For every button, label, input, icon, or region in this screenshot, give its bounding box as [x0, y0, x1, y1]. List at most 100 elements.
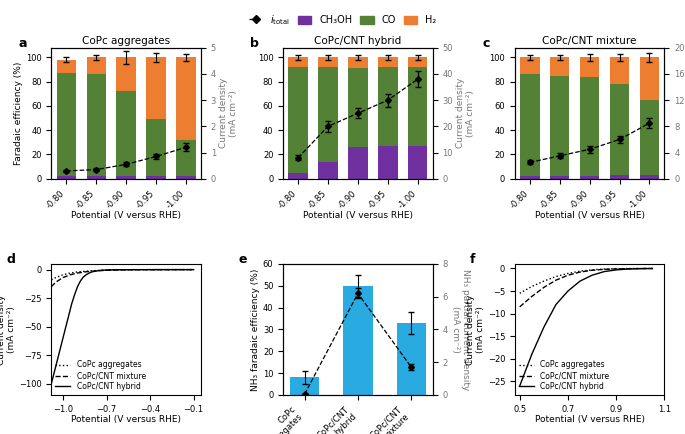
Title: CoPc aggregates: CoPc aggregates	[82, 36, 170, 46]
Bar	[550, 76, 569, 176]
CoPc aggregates	[624, 266, 632, 271]
CoPc/CNT mixture	[160, 267, 169, 272]
CoPc/CNT mixture	[88, 269, 96, 274]
Bar	[319, 162, 338, 179]
CoPc/CNT hybrid	[636, 266, 645, 271]
CoPc/CNT hybrid	[103, 267, 111, 273]
Bar	[319, 57, 338, 67]
CoPc/CNT mixture	[59, 275, 67, 280]
CoPc/CNT mixture	[540, 285, 548, 290]
CoPc/CNT hybrid	[624, 266, 632, 272]
Bar	[520, 57, 540, 74]
Y-axis label: Faradaic efficiency (%): Faradaic efficiency (%)	[14, 62, 23, 165]
CoPc aggregates	[648, 266, 656, 271]
CoPc aggregates	[110, 267, 118, 273]
CoPc/CNT hybrid	[516, 383, 524, 388]
Line: CoPc/CNT hybrid: CoPc/CNT hybrid	[520, 269, 652, 386]
CoPc/CNT hybrid	[110, 267, 118, 273]
CoPc aggregates	[117, 267, 125, 273]
CoPc aggregates	[540, 279, 548, 284]
Y-axis label: NH₃ faradaic efficiency (%): NH₃ faradaic efficiency (%)	[251, 268, 260, 391]
Bar	[610, 175, 630, 179]
CoPc/CNT hybrid	[160, 267, 169, 272]
Y-axis label: Current density
(mA cm⁻²): Current density (mA cm⁻²)	[0, 294, 16, 365]
CoPc/CNT mixture	[588, 268, 596, 273]
Bar	[640, 175, 659, 179]
CoPc/CNT mixture	[103, 268, 111, 273]
X-axis label: Potential (V versus RHE): Potential (V versus RHE)	[71, 415, 181, 424]
Y-axis label: Current density
(mA cm⁻²): Current density (mA cm⁻²)	[456, 78, 475, 148]
CoPc/CNT mixture	[139, 267, 147, 272]
CoPc aggregates	[552, 274, 560, 279]
CoPc/CNT mixture	[648, 266, 656, 271]
CoPc/CNT mixture	[95, 268, 103, 273]
Bar	[176, 140, 196, 176]
CoPc/CNT hybrid	[612, 267, 621, 273]
CoPc/CNT hybrid	[71, 292, 79, 297]
Bar	[176, 176, 196, 179]
Bar	[640, 100, 659, 175]
CoPc aggregates	[588, 267, 596, 273]
Bar	[640, 57, 659, 100]
Bar	[86, 74, 106, 176]
CoPc/CNT hybrid	[540, 325, 548, 330]
Text: c: c	[482, 37, 489, 50]
CoPc aggregates	[132, 267, 140, 272]
CoPc/CNT hybrid	[62, 324, 70, 329]
CoPc/CNT mixture	[153, 267, 162, 272]
CoPc/CNT hybrid	[105, 267, 114, 273]
CoPc aggregates	[81, 269, 89, 274]
CoPc/CNT hybrid	[94, 268, 102, 273]
Bar	[520, 74, 540, 176]
Text: e: e	[238, 253, 247, 266]
CoPc/CNT mixture	[146, 267, 154, 272]
Y-axis label: NH₃ partial current density
(mA cm⁻²): NH₃ partial current density (mA cm⁻²)	[451, 269, 470, 390]
Bar	[520, 176, 540, 179]
CoPc/CNT mixture	[47, 284, 55, 289]
Bar	[580, 77, 599, 176]
Bar	[86, 57, 106, 74]
CoPc/CNT mixture	[564, 273, 572, 278]
Legend: CoPc aggregates, CoPc/CNT mixture, CoPc/CNT hybrid: CoPc aggregates, CoPc/CNT mixture, CoPc/…	[55, 360, 146, 391]
Text: a: a	[18, 37, 27, 50]
CoPc/CNT mixture	[117, 267, 125, 273]
Line: CoPc/CNT hybrid: CoPc/CNT hybrid	[51, 270, 194, 384]
CoPc/CNT hybrid	[97, 268, 105, 273]
Bar	[319, 67, 338, 162]
Bar	[348, 57, 368, 69]
CoPc/CNT mixture	[66, 272, 75, 277]
CoPc aggregates	[175, 267, 184, 272]
CoPc/CNT hybrid	[552, 302, 560, 307]
Bar	[86, 176, 106, 179]
CoPc/CNT hybrid	[73, 284, 82, 289]
CoPc aggregates	[600, 266, 608, 272]
Bar	[408, 67, 427, 146]
Text: b: b	[250, 37, 259, 50]
Bar	[147, 57, 166, 119]
CoPc/CNT mixture	[132, 267, 140, 273]
CoPc/CNT mixture	[182, 267, 190, 272]
CoPc aggregates	[59, 272, 67, 277]
CoPc/CNT hybrid	[139, 267, 147, 272]
Bar	[57, 60, 76, 73]
Bar	[348, 69, 368, 147]
CoPc/CNT mixture	[552, 278, 560, 283]
Bar	[408, 146, 427, 179]
Bar	[610, 84, 630, 175]
CoPc/CNT hybrid	[153, 267, 162, 272]
CoPc aggregates	[190, 267, 198, 272]
CoPc/CNT hybrid	[99, 268, 108, 273]
Text: d: d	[7, 253, 15, 266]
Bar	[378, 146, 397, 179]
CoPc/CNT mixture	[612, 266, 621, 272]
CoPc/CNT hybrid	[600, 269, 608, 274]
Bar	[550, 57, 569, 76]
CoPc aggregates	[146, 267, 154, 272]
CoPc aggregates	[124, 267, 132, 273]
Line: CoPc aggregates: CoPc aggregates	[51, 270, 194, 280]
Title: CoPc/CNT mixture: CoPc/CNT mixture	[543, 36, 637, 46]
X-axis label: Potential (V versus RHE): Potential (V versus RHE)	[535, 415, 645, 424]
CoPc/CNT mixture	[81, 269, 89, 274]
Bar	[288, 67, 308, 173]
Bar	[116, 57, 136, 92]
